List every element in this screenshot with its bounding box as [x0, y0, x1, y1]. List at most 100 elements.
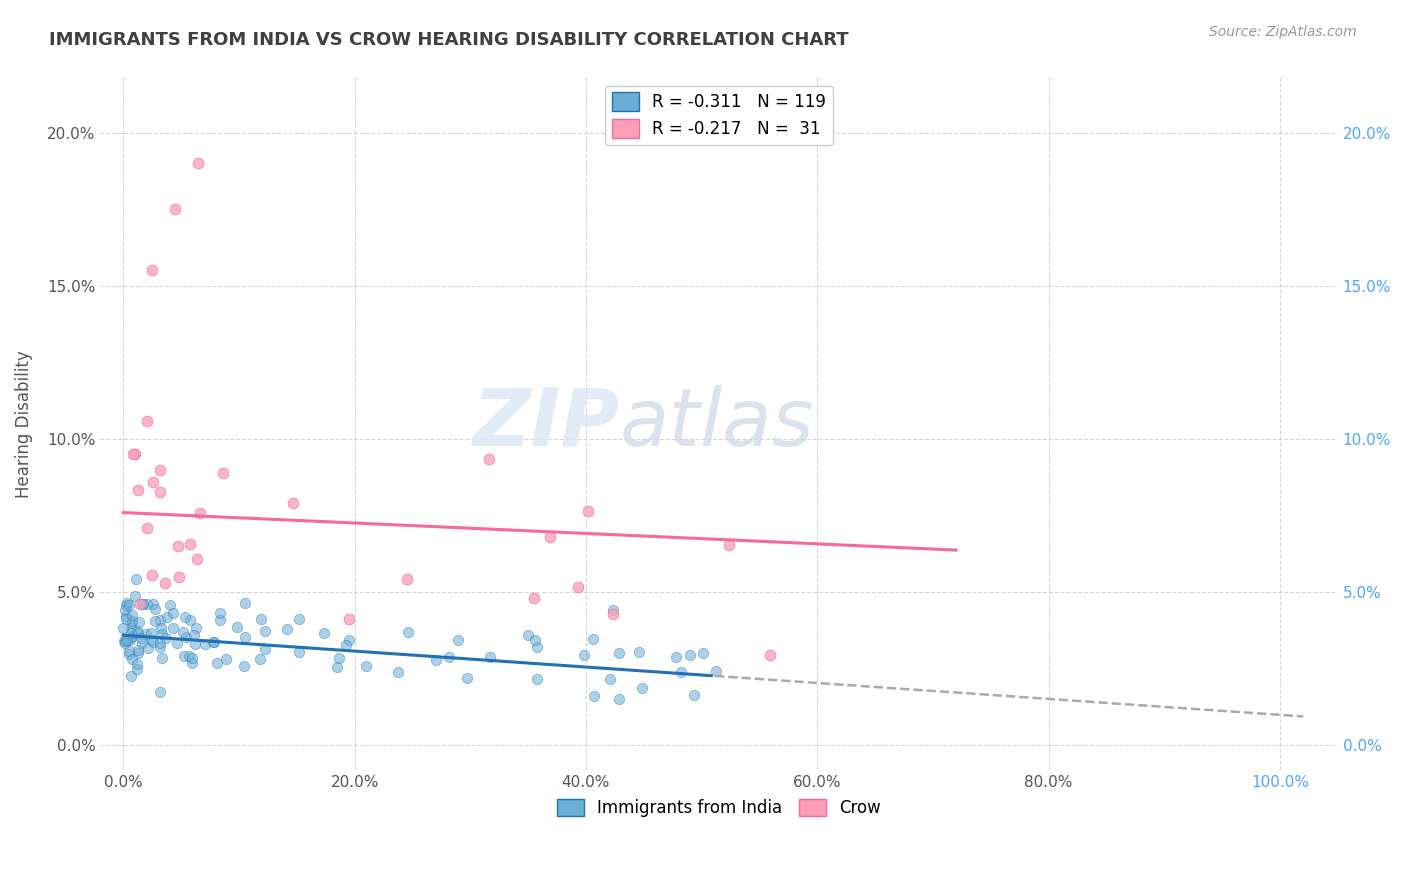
Point: [759, 648, 782, 663]
Point: [337, 611, 360, 625]
Point: [159, 599, 181, 613]
Point: [174, 630, 197, 644]
Point: [186, 552, 208, 566]
Point: [139, 625, 162, 640]
Point: [149, 636, 172, 650]
Point: [538, 530, 561, 544]
Point: [188, 506, 211, 520]
Point: [669, 665, 692, 680]
Point: [717, 538, 740, 552]
Point: [122, 629, 145, 643]
Point: [142, 597, 165, 611]
Point: [312, 626, 335, 640]
Point: [602, 603, 624, 617]
Point: [143, 614, 166, 628]
Point: [215, 652, 238, 666]
Point: [117, 644, 139, 658]
Point: [112, 621, 135, 635]
Point: [120, 631, 142, 645]
Point: [288, 645, 311, 659]
Point: [526, 673, 548, 687]
Point: [142, 635, 165, 649]
Point: [127, 483, 149, 497]
Point: [254, 641, 277, 656]
Point: [136, 414, 159, 428]
Point: [395, 572, 418, 586]
Point: [447, 633, 470, 648]
Point: [125, 657, 148, 671]
Point: [149, 485, 172, 500]
Point: [249, 652, 271, 666]
Point: [276, 622, 298, 636]
Point: [121, 614, 143, 628]
Point: [194, 637, 217, 651]
Point: [628, 645, 651, 659]
Point: [141, 567, 163, 582]
Point: [136, 521, 159, 535]
Point: [479, 650, 502, 665]
Point: [177, 648, 200, 663]
Point: [287, 612, 309, 626]
Point: [233, 596, 256, 610]
Point: [125, 572, 148, 586]
Point: [179, 614, 201, 628]
Point: [150, 627, 173, 641]
Legend: Immigrants from India, Crow: Immigrants from India, Crow: [551, 792, 887, 824]
Point: [249, 612, 271, 626]
Point: [456, 671, 478, 685]
Point: [523, 591, 546, 605]
Point: [599, 672, 621, 686]
Point: [166, 636, 188, 650]
Point: [127, 624, 149, 638]
Point: [115, 612, 138, 626]
Point: [208, 607, 231, 621]
Point: [121, 607, 143, 622]
Point: [149, 463, 172, 477]
Point: [602, 607, 624, 622]
Point: [281, 496, 304, 510]
Point: [209, 613, 232, 627]
Point: [127, 643, 149, 657]
Point: [121, 615, 143, 630]
Point: [233, 631, 256, 645]
Point: [112, 633, 135, 648]
Point: [115, 633, 138, 648]
Point: [212, 466, 235, 480]
Point: [478, 452, 501, 467]
Point: [162, 621, 184, 635]
Point: [253, 624, 276, 638]
Point: [128, 597, 150, 611]
Point: [121, 447, 143, 461]
Point: [156, 609, 179, 624]
Point: [607, 692, 630, 706]
Point: [704, 664, 727, 678]
Point: [354, 659, 377, 673]
Point: [576, 504, 599, 518]
Point: [183, 628, 205, 642]
Point: [124, 447, 146, 461]
Point: [132, 597, 155, 611]
Point: [335, 639, 357, 653]
Point: [582, 690, 605, 704]
Point: [187, 156, 209, 170]
Point: [136, 641, 159, 656]
Point: [437, 650, 460, 665]
Point: [121, 652, 143, 666]
Text: IMMIGRANTS FROM INDIA VS CROW HEARING DISABILITY CORRELATION CHART: IMMIGRANTS FROM INDIA VS CROW HEARING DI…: [49, 31, 849, 49]
Point: [517, 628, 540, 642]
Point: [337, 632, 360, 647]
Point: [120, 669, 142, 683]
Point: [141, 263, 163, 277]
Point: [120, 625, 142, 640]
Point: [398, 625, 420, 640]
Point: [127, 647, 149, 661]
Point: [124, 590, 146, 604]
Point: [526, 640, 548, 654]
Point: [180, 657, 202, 671]
Point: [118, 647, 141, 661]
Point: [155, 576, 177, 591]
Point: [425, 653, 447, 667]
Point: [225, 620, 247, 634]
Point: [149, 685, 172, 699]
Point: [141, 632, 163, 647]
